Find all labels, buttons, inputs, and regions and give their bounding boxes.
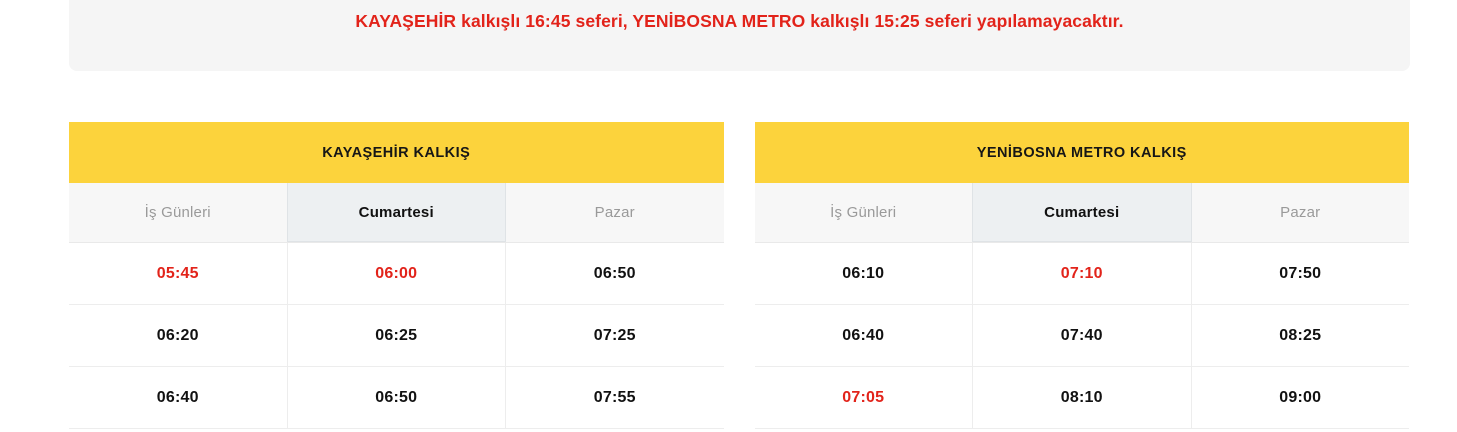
- timetable-header: KAYAŞEHİR KALKIŞ: [69, 122, 724, 183]
- departure-time-cell: 06:00: [286, 243, 506, 304]
- departure-time-cell: 06:40: [156, 388, 199, 406]
- day-tab[interactable]: Cumartesi: [286, 183, 506, 242]
- timetable-card: KAYAŞEHİR KALKIŞ İş Günleri Cumartesi Pazar…: [69, 122, 724, 429]
- departure-time-cell: 06:25: [286, 305, 506, 366]
- departure-time-cell: 07:40: [972, 305, 1191, 366]
- table-row: 06:40 07:40 08:25: [754, 305, 1410, 367]
- timetable-container: KAYAŞEHİR KALKIŞ İş Günleri Cumartesi Pazar…: [69, 122, 1409, 429]
- table-row: 07:05 08:10 09:00: [754, 367, 1410, 429]
- departure-time-cell: 07:55: [505, 367, 724, 428]
- departure-time-cell: 07:25: [505, 305, 724, 366]
- departure-time-cell: 09:00: [1190, 367, 1410, 428]
- day-tab[interactable]: Pazar: [1280, 204, 1321, 221]
- table-row: 06:20 06:25 07:25: [69, 305, 724, 367]
- day-tabs: İş Günleri Cumartesi Pazar: [69, 183, 724, 243]
- timetable-title: KAYAŞEHİR KALKIŞ: [322, 144, 471, 161]
- timetable-header: YENİBOSNA METRO KALKIŞ: [754, 122, 1409, 183]
- timetable-title: YENİBOSNA METRO KALKIŞ: [976, 144, 1187, 161]
- departure-time-cell: 06:10: [842, 264, 885, 282]
- departure-time-cell: 06:50: [286, 367, 506, 428]
- day-tab[interactable]: Pazar: [594, 204, 635, 221]
- departure-time-cell: 06:20: [156, 326, 199, 344]
- day-tab[interactable]: İş Günleri: [144, 204, 211, 221]
- table-row: 05:45 06:00 06:50: [69, 243, 724, 305]
- departure-time-cell: 08:25: [1190, 305, 1410, 366]
- departure-time-cell: 08:10: [972, 367, 1191, 428]
- table-row: 06:40 06:50 07:55: [69, 367, 724, 429]
- timetable-card: YENİBOSNA METRO KALKIŞ İş Günleri Cumartes…: [754, 122, 1410, 429]
- departure-time-cell: 07:10: [972, 243, 1191, 304]
- departure-time-cell: 07:50: [1190, 243, 1410, 304]
- departure-time-cell: 05:45: [156, 264, 199, 282]
- departure-time-cell: 06:50: [505, 243, 724, 304]
- announcement-banner: DUYURU: KAYAŞEHİR kalkışlı 16:45 seferi,…: [69, 0, 1410, 71]
- day-tabs: İş Günleri Cumartesi Pazar: [754, 183, 1409, 243]
- departure-time-cell: 06:40: [842, 326, 885, 344]
- day-tab[interactable]: Cumartesi: [972, 183, 1192, 242]
- day-tab[interactable]: İş Günleri: [830, 204, 897, 221]
- table-row: 06:10 07:10 07:50: [754, 243, 1410, 305]
- announcement-text: KAYAŞEHİR kalkışlı 16:45 seferi, YENİBOS…: [355, 11, 1124, 31]
- departure-time-cell: 07:05: [842, 388, 885, 406]
